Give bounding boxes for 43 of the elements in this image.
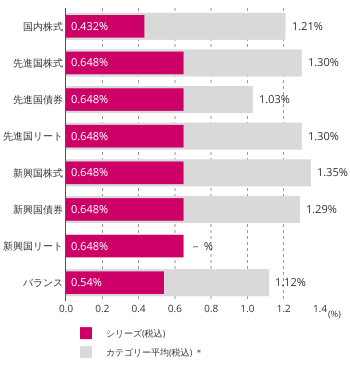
- bar: [66, 88, 184, 111]
- data-label: 1.30%: [308, 129, 339, 144]
- bar: [66, 198, 184, 221]
- data-label: 1.30%: [308, 55, 339, 70]
- data-label: 1.35%: [317, 165, 348, 180]
- data-label: 1.29%: [306, 202, 337, 217]
- y-tick-label: 新興国債券: [13, 202, 63, 216]
- data-label: 0.432%: [71, 19, 108, 34]
- y-tick-label: 先進国債券: [13, 92, 63, 106]
- bar: [66, 271, 164, 294]
- data-label: 1.03%: [259, 92, 290, 107]
- x-tick-label: 0.8: [204, 301, 218, 315]
- bar: [66, 161, 184, 184]
- data-label: 0.648%: [71, 55, 108, 70]
- data-label: 0.648%: [71, 239, 108, 254]
- x-tick-label: 0.6: [168, 301, 182, 315]
- x-axis-title: (%): [328, 307, 342, 320]
- x-tick-label: 1.0: [240, 301, 255, 315]
- y-tick-label: バランス: [22, 275, 63, 290]
- x-tick-label: 0.4: [132, 301, 146, 315]
- y-tick-label: 国内株式: [23, 18, 63, 33]
- data-label: 0.648%: [71, 202, 108, 217]
- legend-label: シリーズ(税込): [106, 326, 166, 340]
- legend-label: カテゴリー平均(税込) ＊: [106, 346, 204, 359]
- x-tick-label: 0.0: [58, 301, 74, 315]
- data-label: 1.21%: [292, 19, 323, 34]
- bar: [66, 52, 184, 74]
- x-tick-label: 1.2: [276, 301, 292, 315]
- data-label: 0.648%: [71, 129, 108, 144]
- bar: [66, 124, 184, 148]
- bar: [66, 14, 144, 38]
- data-label: 0.648%: [71, 92, 108, 107]
- x-tick-label: 0.2: [95, 301, 110, 315]
- y-tick-label: 新興国リート: [3, 238, 63, 253]
- data-label: 1.12%: [275, 275, 306, 290]
- y-tick-label: 新興国株式: [13, 165, 63, 180]
- bar: [66, 234, 184, 258]
- text: － %: [190, 239, 213, 254]
- data-label: 0.648%: [71, 165, 108, 180]
- data-label: 0.54%: [71, 275, 102, 290]
- y-tick-label: 先進国株式: [13, 55, 63, 70]
- x-tick-label: 1.4: [312, 301, 328, 315]
- y-tick-label: 先進国リート: [3, 128, 63, 143]
